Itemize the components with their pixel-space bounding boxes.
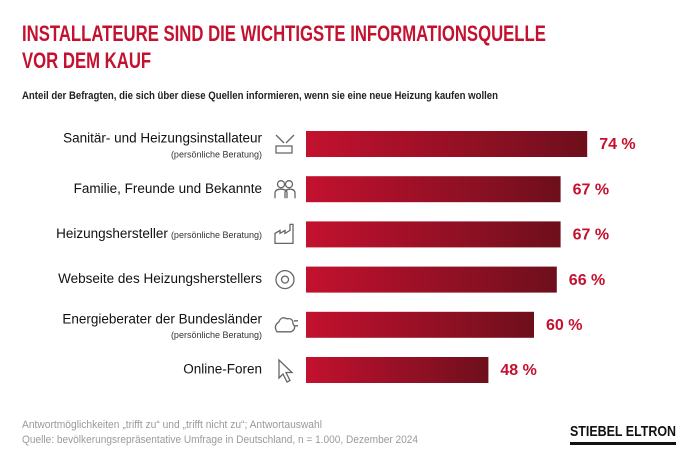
icon xyxy=(274,317,298,333)
category-label: Online-Foren xyxy=(183,362,262,377)
brand-logo: STIEBEL ELTRON xyxy=(570,423,676,440)
bar xyxy=(306,311,534,338)
category-note: (persönliche Beratung) xyxy=(171,330,262,340)
category-label: Webseite des Heizungsherstellers xyxy=(58,271,262,286)
value-label: 67 % xyxy=(573,227,609,244)
icon xyxy=(278,358,294,383)
category-label: Sanitär- und Heizungsinstallateur xyxy=(63,131,262,146)
value-label: 60 % xyxy=(546,317,582,334)
subtitle: Anteil der Befragten, die sich über dies… xyxy=(22,90,498,102)
category-label: Heizungshersteller xyxy=(56,226,168,241)
category-note: (persönliche Beratung) xyxy=(171,230,262,240)
value-label: 66 % xyxy=(569,272,605,289)
chart-title: INSTALLATEURE SIND DIE WICHTIGSTE INFORM… xyxy=(22,21,546,73)
icon xyxy=(280,275,290,284)
icon xyxy=(274,223,294,245)
bar xyxy=(306,266,557,293)
footnote: Antwortmöglichkeiten „trifft zu“ und „tr… xyxy=(22,419,322,431)
bar xyxy=(306,357,489,383)
category-label: Familie, Freunde und Bekannte xyxy=(74,181,262,196)
icon xyxy=(284,180,294,189)
value-label: 48 % xyxy=(500,362,536,379)
source-note: Quelle: bevölkerungsrepräsentative Umfra… xyxy=(22,434,418,446)
bar xyxy=(306,131,588,157)
bar xyxy=(306,221,561,248)
category-note: (persönliche Beratung) xyxy=(171,149,262,159)
brand-underline xyxy=(570,442,676,445)
icon xyxy=(276,180,286,189)
value-label: 67 % xyxy=(573,181,609,198)
bar xyxy=(306,176,561,203)
icon xyxy=(274,188,296,199)
icon xyxy=(275,134,295,154)
icon xyxy=(275,269,295,290)
category-label: Energieberater der Bundesländer xyxy=(62,311,262,326)
value-label: 74 % xyxy=(599,136,635,153)
